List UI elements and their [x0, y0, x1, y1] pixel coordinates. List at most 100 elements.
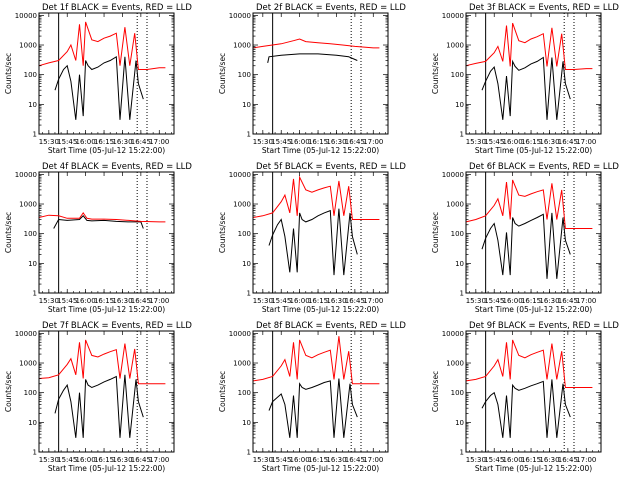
series-events-line [481, 56, 571, 120]
x-tick-label: 16:30 [326, 456, 346, 464]
series-events-line [481, 212, 571, 279]
panel-title: Det 1f BLACK = Events, RED = LLD [42, 3, 192, 13]
x-tick-label: 16:45 [131, 297, 151, 305]
y-tick-label: 100 [451, 230, 464, 238]
x-tick-label: 17:00 [576, 456, 596, 464]
x-tick-label: 16:30 [539, 138, 559, 146]
x-tick-label: 16:00 [290, 297, 310, 305]
y-axis-label: Counts/sec [431, 212, 440, 253]
x-tick-label: 16:45 [558, 456, 578, 464]
x-tick-label: 15:45 [484, 138, 504, 146]
y-tick-label: 10000 [15, 330, 37, 338]
series-events-line [481, 379, 571, 438]
y-tick-label: 1000 [233, 360, 251, 368]
series-events-line [54, 55, 144, 120]
panel-8: Det 8f BLACK = Events, RED = LLD 1 10 100 10… [218, 321, 406, 473]
series-events-line [54, 374, 144, 438]
panel-2: Det 2f BLACK = Events, RED = LLD 1 10 100 10… [218, 3, 406, 155]
y-tick-label: 100 [238, 71, 251, 79]
series-lld-line [252, 336, 380, 385]
x-tick-label: 16:00 [503, 138, 523, 146]
y-tick-label: 10000 [15, 12, 37, 20]
x-tick-label: 15:45 [57, 456, 77, 464]
series-lld-line [38, 339, 166, 385]
y-axis-label: Counts/sec [218, 53, 227, 94]
x-tick-label: 16:15 [94, 138, 114, 146]
x-axis-label: Start Time (05-Jul-12 15:22:00) [48, 146, 165, 155]
y-tick-label: 10000 [442, 171, 464, 179]
x-tick-label: 17:00 [363, 138, 383, 146]
panel-5: Det 5f BLACK = Events, RED = LLD 1 10 100 10… [218, 162, 406, 314]
x-tick-label: 16:00 [76, 138, 96, 146]
x-tick-label: 15:45 [57, 138, 77, 146]
x-tick-label: 16:00 [290, 138, 310, 146]
x-tick-label: 15:30 [466, 456, 486, 464]
y-axis-label: Counts/sec [4, 53, 13, 94]
y-tick-label: 10000 [229, 171, 251, 179]
series-lld-line [252, 175, 380, 220]
y-axis-label: Counts/sec [4, 212, 13, 253]
y-tick-label: 1 [247, 449, 251, 457]
x-tick-label: 16:45 [131, 138, 151, 146]
plot-frame [252, 171, 389, 294]
series-events-line [267, 53, 358, 64]
y-tick-label: 100 [24, 230, 37, 238]
x-tick-label: 17:00 [363, 456, 383, 464]
y-tick-label: 100 [238, 230, 251, 238]
x-axis-label: Start Time (05-Jul-12 15:22:00) [475, 146, 592, 155]
series-lld-line [465, 22, 593, 70]
x-tick-label: 16:30 [112, 138, 132, 146]
x-tick-label: 15:45 [271, 297, 291, 305]
panel-title: Det 7f BLACK = Events, RED = LLD [42, 321, 192, 331]
series-lld-line [38, 212, 166, 223]
plot-frame [38, 330, 175, 453]
x-axis-label: Start Time (05-Jul-12 15:22:00) [262, 305, 379, 314]
y-tick-label: 100 [24, 389, 37, 397]
y-tick-label: 10 [242, 419, 251, 427]
x-tick-label: 16:45 [345, 138, 365, 146]
y-tick-label: 10 [242, 101, 251, 109]
y-tick-label: 1 [460, 449, 464, 457]
y-tick-label: 10 [28, 101, 37, 109]
y-tick-label: 10000 [229, 330, 251, 338]
y-tick-label: 10000 [15, 171, 37, 179]
y-tick-label: 1000 [446, 201, 464, 209]
x-axis-label: Start Time (05-Jul-12 15:22:00) [262, 464, 379, 473]
panel-3: Det 3f BLACK = Events, RED = LLD 1 10 100 10… [431, 3, 619, 155]
x-tick-label: 16:15 [308, 456, 328, 464]
x-tick-label: 15:30 [466, 297, 486, 305]
y-axis-label: Counts/sec [4, 371, 13, 412]
x-tick-label: 15:45 [484, 456, 504, 464]
y-tick-label: 1 [247, 290, 251, 298]
y-tick-label: 10000 [442, 330, 464, 338]
series-events-line [268, 208, 358, 276]
panel-title: Det 4f BLACK = Events, RED = LLD [42, 162, 192, 172]
x-tick-label: 17:00 [363, 297, 383, 305]
y-tick-label: 100 [238, 389, 251, 397]
y-tick-label: 1000 [19, 360, 37, 368]
x-axis-label: Start Time (05-Jul-12 15:22:00) [475, 305, 592, 314]
y-tick-label: 100 [24, 71, 37, 79]
x-tick-label: 16:00 [76, 297, 96, 305]
x-tick-label: 16:30 [326, 297, 346, 305]
x-tick-label: 16:15 [521, 138, 541, 146]
x-tick-label: 15:30 [466, 138, 486, 146]
x-tick-label: 17:00 [149, 456, 169, 464]
y-tick-label: 1 [33, 290, 37, 298]
x-tick-label: 16:45 [345, 297, 365, 305]
x-tick-label: 16:15 [308, 138, 328, 146]
x-tick-label: 16:45 [558, 297, 578, 305]
y-tick-label: 1 [247, 131, 251, 139]
x-tick-label: 16:15 [94, 297, 114, 305]
plot-frame [252, 330, 389, 453]
panel-title: Det 6f BLACK = Events, RED = LLD [469, 162, 619, 172]
series-lld-line [465, 339, 593, 388]
x-tick-label: 17:00 [149, 138, 169, 146]
x-tick-label: 15:30 [253, 297, 273, 305]
y-tick-label: 1000 [233, 42, 251, 50]
y-axis-label: Counts/sec [218, 371, 227, 412]
panel-1: Det 1f BLACK = Events, RED = LLD 1 10 100 10… [4, 3, 192, 155]
y-axis-label: Counts/sec [431, 53, 440, 94]
x-tick-label: 16:15 [521, 297, 541, 305]
